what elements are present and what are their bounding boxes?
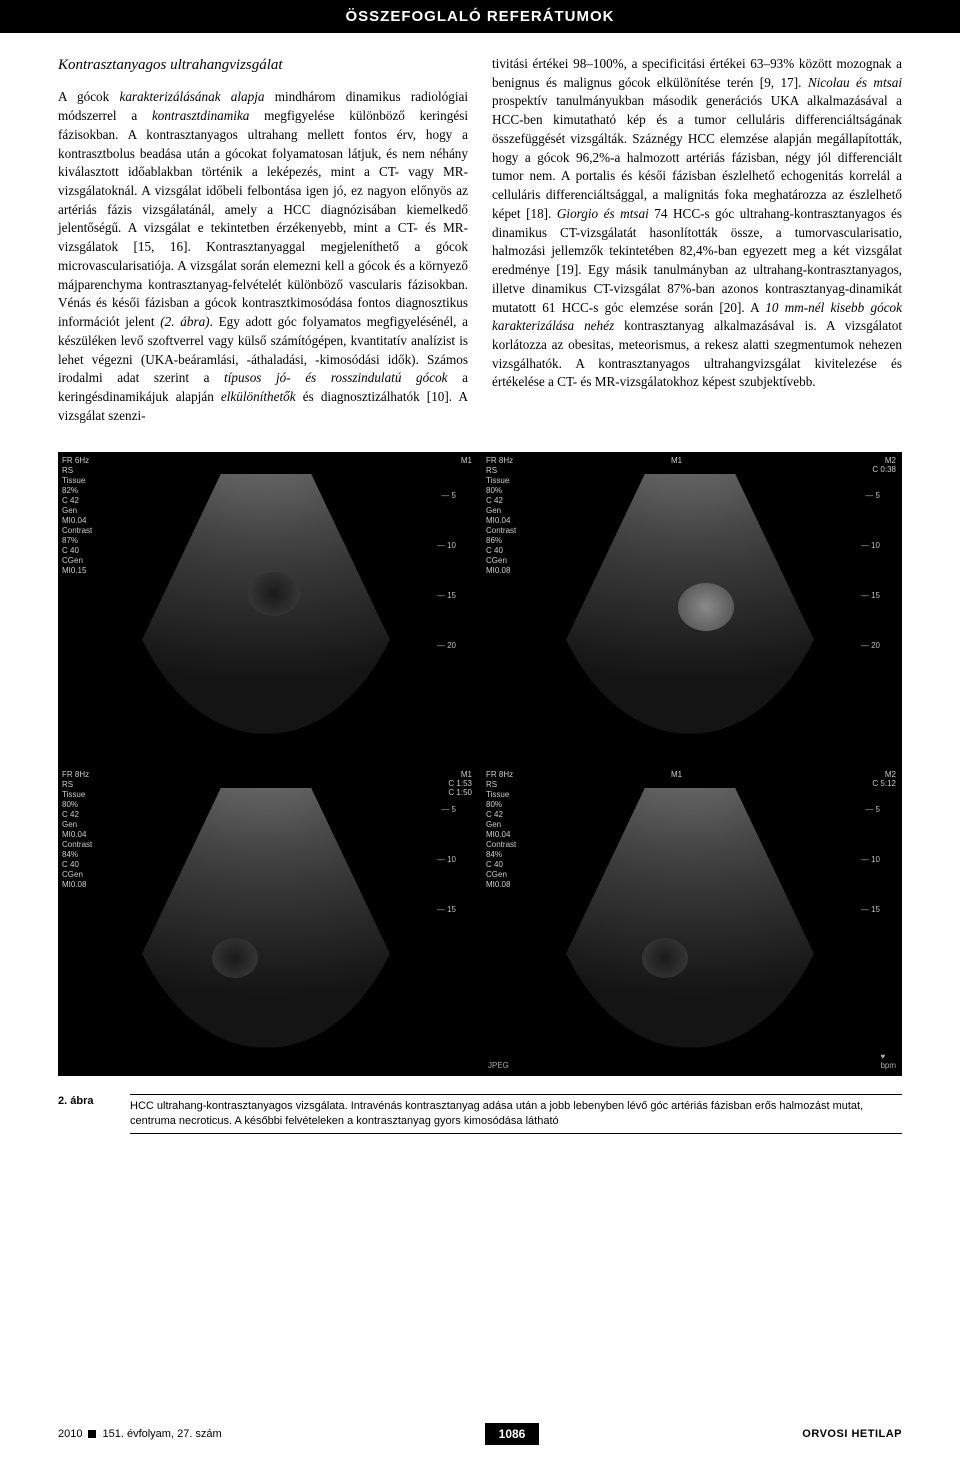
- body-right: tivitási értékei 98–100%, a specificitás…: [492, 55, 902, 392]
- us-meta-left: FR 6Hz RS Tissue 82% C 42 Gen MI0.04 Con…: [62, 456, 92, 576]
- us-sector: [540, 788, 840, 1048]
- us-meta-right: M2 C 5:12: [872, 770, 896, 788]
- figure-block: FR 6Hz RS Tissue 82% C 42 Gen MI0.04 Con…: [58, 452, 902, 1135]
- us-lesion: [212, 938, 258, 978]
- footer-left: 2010 151. évfolyam, 27. szám: [58, 1428, 222, 1440]
- jpeg-tag: JPEG: [488, 1061, 509, 1070]
- column-right: tivitási értékei 98–100%, a specificitás…: [492, 55, 902, 426]
- us-sector: [116, 788, 416, 1048]
- content-columns: Kontrasztanyagos ultrahangvizsgálat A gó…: [0, 33, 960, 426]
- us-m1-label: M1: [671, 770, 682, 779]
- us-lesion: [642, 938, 688, 978]
- header-title: ÖSSZEFOGLALÓ REFERÁTUMOK: [346, 8, 615, 25]
- us-depth-scale: — 5— 10— 15— 20: [861, 492, 880, 692]
- figure-caption-label: 2. ábra: [58, 1094, 112, 1109]
- us-depth-scale: — 5— 10— 15— 20: [437, 492, 456, 692]
- ultrasound-grid: FR 6Hz RS Tissue 82% C 42 Gen MI0.04 Con…: [58, 452, 902, 1076]
- us-meta-left: FR 8Hz RS Tissue 80% C 42 Gen MI0.04 Con…: [62, 770, 92, 890]
- footer-right: ORVOSI HETILAP: [802, 1428, 902, 1440]
- us-meta-left: FR 8Hz RS Tissue 80% C 42 Gen MI0.04 Con…: [486, 456, 516, 576]
- header-bar: ÖSSZEFOGLALÓ REFERÁTUMOK: [0, 0, 960, 33]
- bpm-icon: ♥ bpm: [880, 1052, 896, 1070]
- page-footer: 2010 151. évfolyam, 27. szám 1086 ORVOSI…: [0, 1423, 960, 1463]
- footer-volume: 151. évfolyam, 27. szám: [102, 1428, 221, 1440]
- us-meta-right: M1: [461, 456, 472, 465]
- us-meta-right: M2 C 0:38: [872, 456, 896, 474]
- us-m1-label: M1: [671, 456, 682, 465]
- ultrasound-panel-3: FR 8Hz RS Tissue 80% C 42 Gen MI0.04 Con…: [58, 766, 478, 1076]
- figure-caption-text: HCC ultrahang-kontrasztanyagos vizsgálat…: [130, 1094, 902, 1135]
- us-meta-right: M1 C 1:53 C 1:50: [448, 770, 472, 797]
- us-depth-scale: — 5— 10— 15: [437, 806, 456, 956]
- footer-year: 2010: [58, 1428, 82, 1440]
- footer-square-icon: [88, 1430, 96, 1438]
- us-sector: [540, 474, 840, 734]
- us-lesion: [678, 583, 734, 631]
- body-left: A gócok karakterizálásának alapja mindhá…: [58, 88, 468, 425]
- ultrasound-panel-1: FR 6Hz RS Tissue 82% C 42 Gen MI0.04 Con…: [58, 452, 478, 762]
- column-left: Kontrasztanyagos ultrahangvizsgálat A gó…: [58, 55, 468, 426]
- us-meta-left: FR 8Hz RS Tissue 80% C 42 Gen MI0.04 Con…: [486, 770, 516, 890]
- section-title: Kontrasztanyagos ultrahangvizsgálat: [58, 55, 468, 76]
- us-lesion: [248, 572, 300, 616]
- ultrasound-panel-4: FR 8Hz RS Tissue 80% C 42 Gen MI0.04 Con…: [482, 766, 902, 1076]
- us-sector: [116, 474, 416, 734]
- figure-caption-row: 2. ábra HCC ultrahang-kontrasztanyagos v…: [58, 1094, 902, 1135]
- us-depth-scale: — 5— 10— 15: [861, 806, 880, 956]
- page-number: 1086: [485, 1423, 540, 1445]
- ultrasound-panel-2: FR 8Hz RS Tissue 80% C 42 Gen MI0.04 Con…: [482, 452, 902, 762]
